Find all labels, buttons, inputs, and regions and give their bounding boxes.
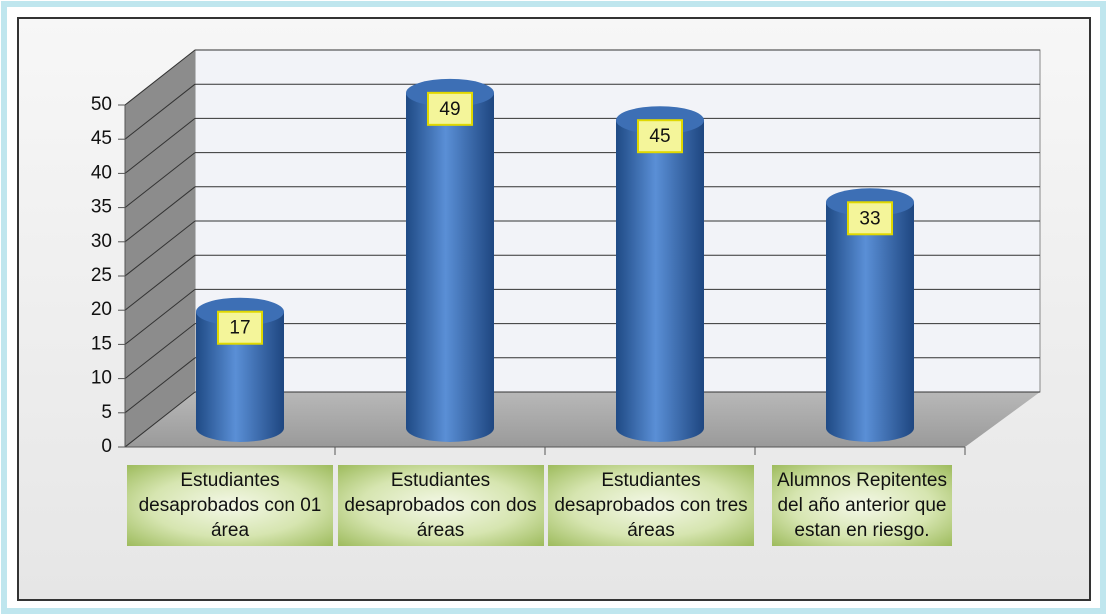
- value-label-box: [217, 310, 263, 345]
- value-label: 45: [649, 126, 670, 147]
- bar: [406, 78, 494, 442]
- grid-line-side: [124, 49, 196, 106]
- y-tick-label: 25: [91, 265, 112, 286]
- floor: [125, 392, 1040, 447]
- x-tick-label: Estudiantes desaprobados con 01 área: [127, 465, 333, 546]
- y-tick-label: 50: [91, 94, 112, 115]
- value-label-box: [637, 119, 683, 154]
- marks: 17 49 45 33: [196, 78, 914, 442]
- y-tick-label: 45: [91, 128, 112, 149]
- grid-line-side: [124, 83, 196, 140]
- x-tick-label: Estudiantes desaprobados con dos áreas: [337, 465, 544, 546]
- y-tick-label: 5: [101, 402, 112, 423]
- grid-line-side: [124, 254, 196, 311]
- value-label: 17: [229, 318, 250, 339]
- y-tick-label: 15: [91, 333, 112, 354]
- cylinder-body: [406, 92, 494, 442]
- y-tick-label: 35: [91, 197, 112, 218]
- value-label: 33: [859, 208, 880, 229]
- y-tick-label: 10: [91, 368, 112, 389]
- grid-line-side: [124, 357, 196, 414]
- x-tick-label: Estudiantes desaprobados con tres áreas: [548, 465, 754, 546]
- value-label: 49: [439, 99, 460, 120]
- y-tick-label: 0: [101, 436, 112, 457]
- grid-line-side: [124, 289, 196, 345]
- grid-line-side: [124, 323, 196, 379]
- grid-line-side: [124, 152, 196, 208]
- grid-line-side: [124, 186, 196, 243]
- x-tick-label: Alumnos Repitentes del año anterior que …: [772, 465, 952, 546]
- y-tick-label: 40: [91, 162, 112, 183]
- y-tick-label: 20: [91, 299, 112, 320]
- cylinder-body: [616, 120, 704, 442]
- grid-line-side: [124, 118, 196, 174]
- bar: [616, 106, 704, 442]
- value-label-box: [427, 91, 473, 126]
- grid-line-side: [124, 391, 196, 448]
- y-tick-label: 30: [91, 231, 112, 252]
- cylinder-body: [826, 202, 914, 442]
- value-label-box: [847, 201, 893, 236]
- grid-line-side: [124, 220, 196, 277]
